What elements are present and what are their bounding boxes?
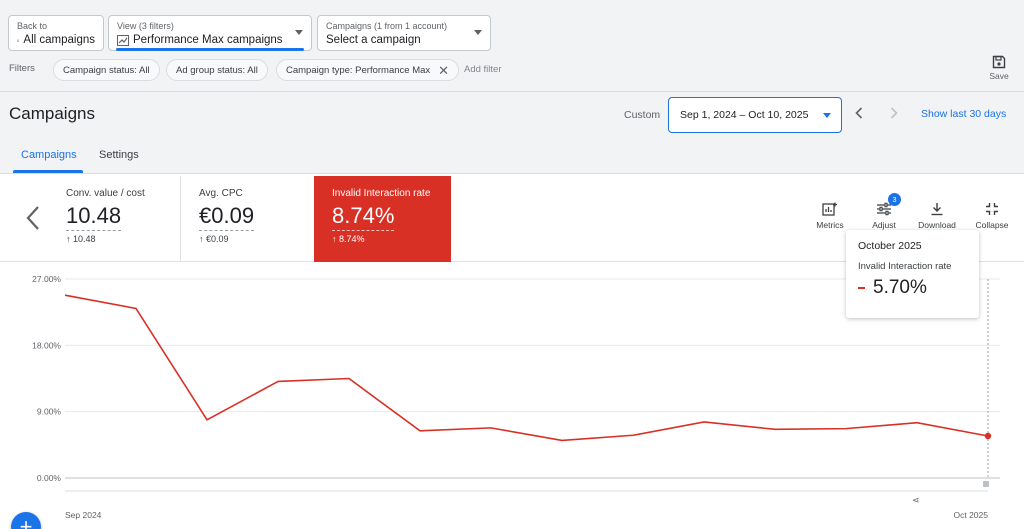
tab-settings[interactable]: Settings bbox=[99, 149, 139, 161]
date-range-picker[interactable]: Sep 1, 2024 – Oct 10, 2025 bbox=[668, 97, 842, 133]
series-swatch bbox=[858, 287, 865, 289]
scorecard-avg-cpc[interactable]: Avg. CPC €0.09 ↑ €0.09 bbox=[187, 176, 313, 262]
scorecard-row: Conv. value / cost 10.48 ↑ 10.48 Avg. CP… bbox=[0, 174, 1024, 262]
view-active-underline bbox=[116, 48, 304, 51]
x-tick-label: Oct 2025 bbox=[954, 510, 989, 520]
y-tick-label: 9.00% bbox=[37, 407, 62, 417]
chip-label: Ad group status: All bbox=[176, 64, 258, 76]
metrics-icon bbox=[822, 202, 837, 216]
scorecard-delta: ↑ 10.48 bbox=[66, 234, 96, 244]
metrics-label: Metrics bbox=[816, 220, 844, 230]
adjust-label: Adjust bbox=[872, 220, 896, 230]
custom-label: Custom bbox=[624, 109, 661, 121]
range-slider-handle bbox=[983, 481, 989, 487]
chip-label: Campaign status: All bbox=[63, 64, 150, 76]
view-small-label: View (3 filters) bbox=[117, 21, 174, 31]
highlighted-data-point bbox=[984, 432, 992, 440]
filter-chip-ad-group-status[interactable]: Ad group status: All bbox=[166, 59, 268, 81]
divider bbox=[180, 176, 181, 262]
x-tick-label: Sep 2024 bbox=[65, 510, 102, 520]
adjust-count-badge: 3 bbox=[888, 193, 901, 206]
scorecard-invalid-interaction-rate[interactable]: Invalid Interaction rate 8.74% ↑ 8.74% bbox=[314, 176, 451, 262]
view-selector[interactable]: View (3 filters) Performance Max campaig… bbox=[108, 15, 312, 51]
adjust-button[interactable]: Adjust bbox=[867, 202, 901, 230]
y-tick-label: 27.00% bbox=[32, 274, 61, 284]
filter-chip-campaign-type[interactable]: Campaign type: Performance Max ✕ bbox=[276, 59, 460, 81]
page-title: Campaigns bbox=[9, 104, 95, 123]
previous-period-icon[interactable] bbox=[853, 106, 865, 120]
view-big-label: Performance Max campaigns bbox=[133, 34, 283, 46]
chevron-down-icon bbox=[474, 30, 482, 35]
collapse-icon bbox=[986, 203, 998, 215]
home-icon bbox=[17, 38, 20, 42]
chevron-left-icon[interactable] bbox=[24, 204, 42, 232]
next-period-icon[interactable] bbox=[888, 106, 900, 120]
campaign-small-label: Campaigns (1 from 1 account) bbox=[326, 21, 448, 31]
invalid-interaction-rate-chart[interactable]: 27.00% 18.00% 9.00% 0.00% ⋖ Sep 2024 Oct 2025 bbox=[0, 262, 1024, 529]
scorecard-value: 8.74% bbox=[332, 203, 395, 231]
y-tick-label: 18.00% bbox=[32, 340, 61, 350]
tooltip-value: 5.70% bbox=[873, 277, 927, 298]
tooltip-metric: Invalid Interaction rate bbox=[858, 261, 952, 272]
add-filter-link[interactable]: Add filter bbox=[464, 64, 502, 75]
back-big-label: All campaigns bbox=[23, 34, 95, 46]
series-line bbox=[64, 294, 989, 442]
save-icon bbox=[992, 55, 1006, 69]
share-icon: ⋖ bbox=[912, 495, 920, 505]
download-button[interactable]: Download bbox=[915, 202, 959, 230]
filter-chip-campaign-status[interactable]: Campaign status: All bbox=[53, 59, 160, 81]
tab-active-indicator bbox=[13, 170, 83, 173]
scorecard-name: Avg. CPC bbox=[199, 188, 243, 199]
scorecard-name: Invalid Interaction rate bbox=[332, 188, 431, 199]
chevron-down-icon bbox=[295, 30, 303, 35]
scorecard-value: €0.09 bbox=[199, 203, 255, 231]
chevron-down-icon bbox=[823, 113, 831, 118]
tooltip-period: October 2025 bbox=[858, 240, 922, 252]
collapse-button[interactable]: Collapse bbox=[972, 202, 1012, 230]
scorecard-value: 10.48 bbox=[66, 203, 122, 231]
campaign-big-label: Select a campaign bbox=[326, 34, 421, 46]
save-label: Save bbox=[989, 71, 1009, 81]
scorecard-delta: ↑ 8.74% bbox=[332, 234, 365, 244]
show-last-30-days-link[interactable]: Show last 30 days bbox=[921, 108, 1007, 120]
date-range-text: Sep 1, 2024 – Oct 10, 2025 bbox=[680, 109, 809, 121]
metrics-button[interactable]: Metrics bbox=[813, 202, 847, 230]
back-small-label: Back to bbox=[17, 21, 48, 31]
save-button[interactable]: Save bbox=[986, 55, 1012, 81]
collapse-label: Collapse bbox=[975, 220, 1009, 230]
tab-campaigns[interactable]: Campaigns bbox=[21, 149, 77, 161]
chart-tooltip: October 2025 Invalid Interaction rate 5.… bbox=[846, 230, 979, 318]
top-bar: Back to All campaigns View (3 filters) P… bbox=[0, 0, 1024, 92]
close-icon[interactable]: ✕ bbox=[438, 62, 450, 78]
chip-label: Campaign type: Performance Max bbox=[286, 64, 431, 76]
y-tick-label: 0.00% bbox=[37, 473, 62, 483]
scorecard-delta: ↑ €0.09 bbox=[199, 234, 229, 244]
filters-label: Filters bbox=[9, 63, 35, 74]
scorecard-conv-value-cost[interactable]: Conv. value / cost 10.48 ↑ 10.48 bbox=[54, 176, 180, 262]
scorecard-name: Conv. value / cost bbox=[66, 188, 145, 199]
download-icon bbox=[931, 203, 943, 216]
campaign-selector[interactable]: Campaigns (1 from 1 account) Select a ca… bbox=[317, 15, 491, 51]
tune-icon bbox=[877, 202, 891, 216]
download-label: Download bbox=[918, 220, 956, 230]
add-fab-button[interactable]: + bbox=[11, 512, 41, 529]
back-to-all-campaigns[interactable]: Back to All campaigns bbox=[8, 15, 104, 51]
chart-trend-icon bbox=[117, 34, 129, 46]
